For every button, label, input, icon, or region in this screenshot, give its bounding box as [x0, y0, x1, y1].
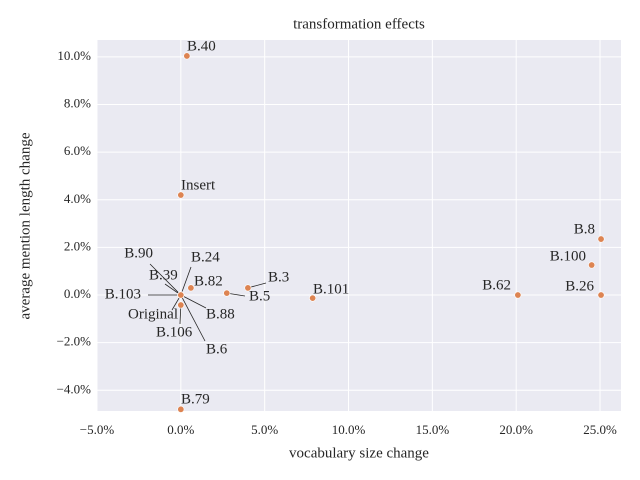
point	[187, 284, 195, 292]
point-label: B.88	[206, 306, 235, 322]
point-label: B.62	[482, 277, 511, 293]
x-tick-label: −5.0%	[80, 422, 115, 437]
point	[597, 291, 605, 299]
y-tick-label: −4.0%	[57, 381, 92, 396]
y-tick-label: 10.0%	[57, 48, 91, 63]
y-tick-label: −2.0%	[57, 334, 92, 349]
leader-line	[149, 263, 182, 296]
leader-line	[180, 294, 207, 309]
point-label: B.40	[187, 38, 216, 54]
point-label: B.26	[565, 278, 594, 294]
point-label: B.100	[550, 248, 586, 264]
x-tick-label: 20.0%	[499, 422, 533, 437]
point	[177, 301, 185, 309]
point	[514, 291, 522, 299]
point-label: B.79	[181, 391, 210, 407]
y-tick-label: 8.0%	[64, 96, 91, 111]
point-label: B.6	[206, 341, 228, 357]
leader-line	[180, 266, 192, 296]
point-label: B.5	[249, 288, 270, 304]
chart-title: transformation effects	[293, 16, 425, 32]
leader-line	[180, 294, 206, 342]
point-label: B.106	[156, 324, 193, 340]
point-label: B.90	[124, 245, 153, 261]
x-tick-label: 5.0%	[251, 422, 278, 437]
y-tick-label: 2.0%	[64, 238, 91, 253]
point	[223, 289, 231, 297]
y-tick-label: 6.0%	[64, 143, 91, 158]
x-axis-label: vocabulary size change	[289, 445, 429, 461]
plot-area	[97, 40, 621, 411]
point	[588, 261, 596, 269]
point-label: Insert	[181, 177, 216, 193]
point-label: B.103	[105, 286, 141, 302]
x-tick-label: 0.0%	[167, 422, 194, 437]
point	[183, 52, 191, 60]
y-axis-label: average mention length change	[17, 132, 33, 319]
point	[177, 291, 185, 299]
point-label: Original	[128, 306, 178, 322]
y-tick-label: 0.0%	[64, 286, 91, 301]
point-label: B.8	[574, 221, 595, 237]
point	[177, 191, 185, 199]
point-label: B.39	[149, 267, 178, 283]
point-label: B.24	[191, 249, 220, 265]
x-tick-label: 25.0%	[583, 422, 617, 437]
point-label: B.101	[313, 281, 349, 297]
point-label: B.82	[194, 273, 223, 289]
point	[597, 235, 605, 243]
y-tick-label: 4.0%	[64, 191, 91, 206]
point	[309, 294, 317, 302]
x-tick-label: 10.0%	[332, 422, 366, 437]
x-tick-label: 15.0%	[416, 422, 450, 437]
point	[177, 405, 185, 413]
point-label: B.3	[268, 269, 289, 285]
point	[244, 284, 252, 292]
